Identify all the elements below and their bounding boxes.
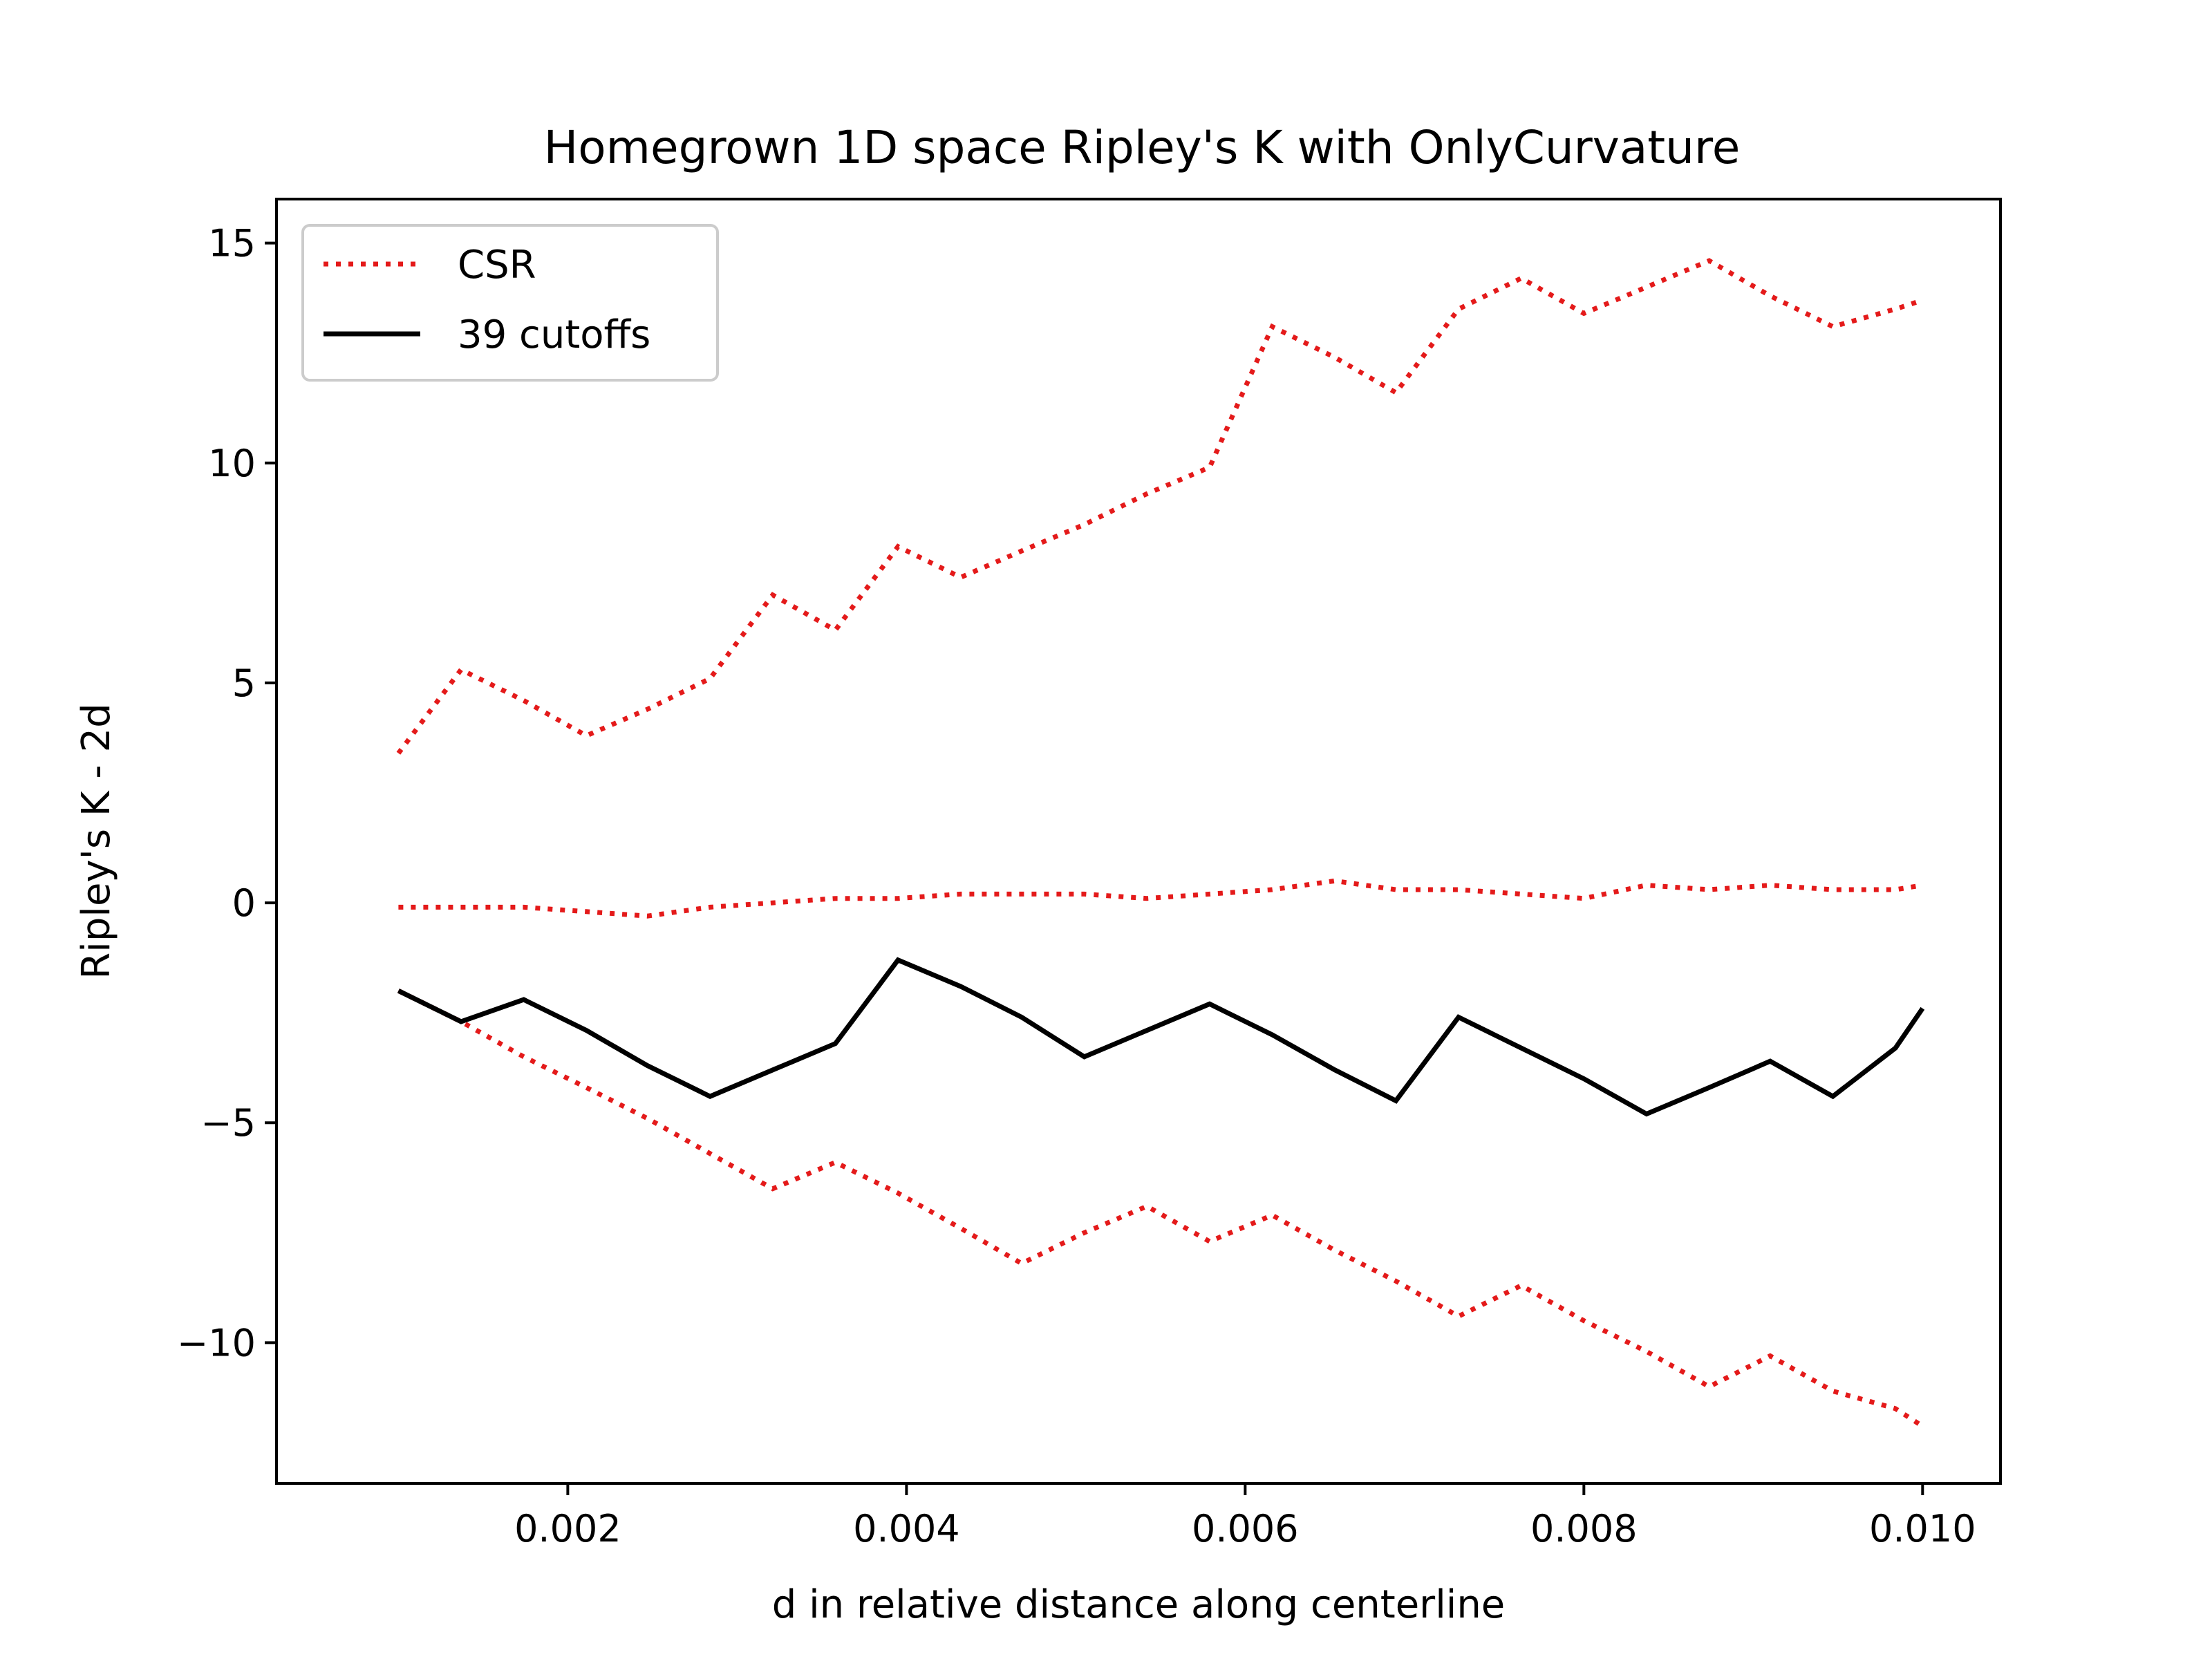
x-tick-label-0-004: 0.004: [853, 1507, 960, 1550]
x-axis-label: d in relative distance along centerline: [772, 1582, 1506, 1627]
series-layer: [396, 258, 1925, 1429]
x-tick-label-0-010: 0.010: [1869, 1507, 1976, 1550]
y-tick-label-5: 5: [232, 662, 256, 705]
x-tick-label-0-008: 0.008: [1530, 1507, 1638, 1550]
csr-mean-series: [398, 878, 1923, 919]
legend: CSR 39 cutoffs: [301, 224, 719, 382]
y-tick-label-minus-5: −5: [200, 1101, 256, 1145]
y-tick-label-0: 0: [232, 881, 256, 925]
y-axis-label: Ripley's K - 2d: [74, 703, 119, 979]
y-tick-label-15: 15: [208, 222, 256, 265]
legend-box: [301, 224, 719, 382]
x-axis: 0.002 0.004 0.006 0.008 0.010: [514, 1483, 1976, 1550]
y-tick-label-minus-10: −10: [177, 1321, 256, 1365]
y-axis: −10 −5 0 5 10 15: [177, 222, 276, 1365]
chart-title: Homegrown 1D space Ripley's K with OnlyC…: [544, 121, 1741, 174]
y-tick-label-10: 10: [208, 442, 256, 485]
x-tick-label-0-002: 0.002: [514, 1507, 621, 1550]
legend-label-cutoffs: 39 cutoffs: [458, 312, 650, 357]
plot-frame: [275, 198, 2002, 1485]
x-tick-label-0-006: 0.006: [1192, 1507, 1299, 1550]
csr-upper-envelope-series: [396, 258, 1924, 755]
legend-label-csr: CSR: [458, 243, 536, 288]
cutoffs-line-series: [397, 957, 1925, 1117]
